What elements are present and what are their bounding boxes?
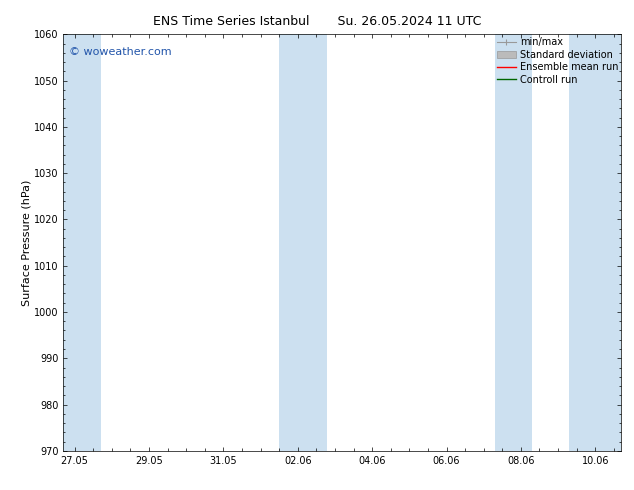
Bar <box>569 34 621 451</box>
Text: © woweather.com: © woweather.com <box>69 47 172 57</box>
Text: ENS Time Series Istanbul       Su. 26.05.2024 11 UTC: ENS Time Series Istanbul Su. 26.05.2024 … <box>153 15 481 28</box>
Bar <box>495 34 532 451</box>
Y-axis label: Surface Pressure (hPa): Surface Pressure (hPa) <box>21 179 31 306</box>
Bar <box>279 34 328 451</box>
Bar <box>63 34 101 451</box>
Legend: min/max, Standard deviation, Ensemble mean run, Controll run: min/max, Standard deviation, Ensemble me… <box>496 37 618 84</box>
